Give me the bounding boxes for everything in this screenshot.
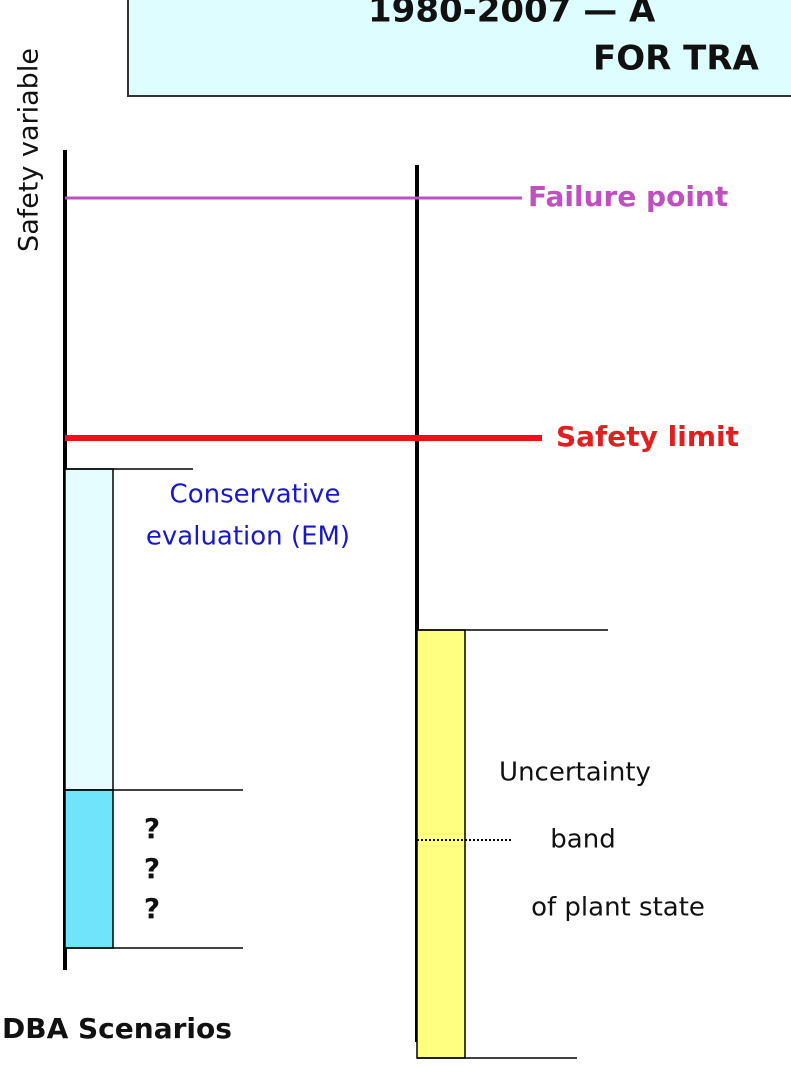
unknown-bar <box>64 789 114 949</box>
conservative-label: Conservative <box>170 480 341 510</box>
uncertainty-label: band <box>550 825 615 855</box>
uncertainty-bar <box>416 629 466 1059</box>
footer: DBA Scenarios <box>2 1012 232 1045</box>
safety-limit-label: Safety limit <box>556 420 739 453</box>
conservative-bar <box>64 468 114 791</box>
uncertainty-label: of plant state <box>531 893 705 923</box>
title-line: FOR TRA <box>593 39 760 79</box>
uncertainty-label: Uncertainty <box>499 758 651 788</box>
axis-label: Safety variable <box>14 48 45 252</box>
title-box <box>127 0 791 97</box>
question-mark: ? <box>144 812 160 845</box>
conservative-label: evaluation (EM) <box>146 522 350 552</box>
question-mark: ? <box>144 852 160 885</box>
title-line: 1980-2007 — A <box>368 0 656 31</box>
failure-label: Failure point <box>528 180 728 213</box>
question-mark: ? <box>144 892 160 925</box>
